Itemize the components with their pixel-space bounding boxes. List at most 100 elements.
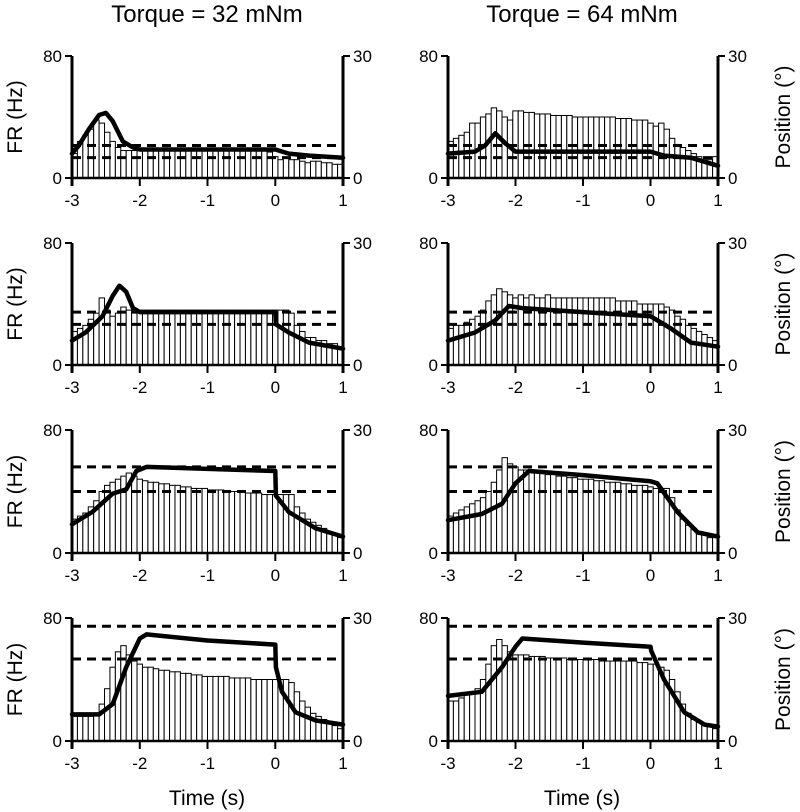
fr-histogram-bar <box>266 679 274 742</box>
fr-histogram-bar <box>217 150 225 179</box>
fr-histogram-bar <box>255 309 263 366</box>
fr-histogram-bar <box>598 116 606 179</box>
fr-histogram-bar <box>120 306 127 366</box>
x-tick-label: 1 <box>338 754 347 773</box>
y-left-tick-label: 80 <box>43 234 62 253</box>
fr-histogram-bar <box>647 486 654 554</box>
x-tick-label: -3 <box>64 191 79 210</box>
fr-histogram-bar <box>631 660 638 742</box>
fr-histogram-bar <box>288 159 295 179</box>
fr-histogram-bar <box>636 662 643 742</box>
fr-histogram-bar <box>501 116 508 179</box>
fr-histogram-bar <box>479 309 487 366</box>
fr-histogram-bar <box>196 309 203 366</box>
fr-histogram-bar <box>228 491 236 554</box>
fr-histogram-bar <box>196 487 203 554</box>
fr-histogram-bar <box>98 122 106 179</box>
fr-histogram-bar <box>636 119 643 179</box>
fr-histogram-bar <box>523 469 530 554</box>
x-tick-label: -3 <box>440 378 455 397</box>
fr-histogram-bar <box>244 492 252 554</box>
fr-histogram-bar <box>571 297 579 366</box>
y-left-tick-label: 0 <box>429 356 438 375</box>
fr-histogram-bar <box>131 660 138 742</box>
fr-histogram-bar <box>185 309 192 366</box>
position-trace <box>445 303 721 349</box>
fr-histogram-bar <box>560 657 568 742</box>
x-tick-label: -2 <box>508 566 523 585</box>
position-trace <box>69 632 346 727</box>
fr-histogram-bar <box>571 477 579 554</box>
fr-histogram-bar <box>152 668 160 742</box>
fr-histogram-bar <box>288 494 295 554</box>
fr-histogram-bar <box>212 309 219 366</box>
fr-histogram-bar <box>223 309 230 366</box>
fr-histogram-bar <box>555 475 562 554</box>
x-tick-label: -1 <box>200 191 215 210</box>
fr-histogram-bar <box>223 150 230 179</box>
fr-histogram-bar <box>469 318 476 366</box>
fr-histogram-bar <box>282 679 290 742</box>
y-left-tick-label: 80 <box>419 47 438 66</box>
fr-histogram-bar <box>169 309 176 366</box>
fr-histogram-bar <box>695 330 703 366</box>
fr-histogram-bar <box>560 114 568 179</box>
x-tick-label: 0 <box>646 191 655 210</box>
fr-histogram-bar <box>587 297 595 366</box>
fr-histogram-bar <box>555 657 562 742</box>
x-tick-label: 1 <box>338 566 347 585</box>
y-left-tick-label: 0 <box>53 732 62 751</box>
fr-histogram-bar <box>331 534 339 554</box>
fr-histogram-bar <box>179 150 187 179</box>
fr-histogram-bar <box>190 150 198 179</box>
y-left-tick-label: 80 <box>419 234 438 253</box>
fr-histogram-bar <box>207 150 214 179</box>
fr-histogram-bar <box>288 312 295 366</box>
fr-histogram-bar <box>458 324 465 366</box>
fr-histogram-bar <box>544 474 552 554</box>
fr-histogram-bar <box>82 715 89 742</box>
fr-histogram-bar <box>641 119 649 179</box>
fr-histogram-bar <box>201 487 209 554</box>
fr-histogram-bar <box>485 663 492 742</box>
fr-histogram-bar <box>620 483 627 554</box>
fr-histogram-bar <box>141 666 149 742</box>
fr-histogram-bar <box>539 472 546 554</box>
x-tick-label: -2 <box>132 566 147 585</box>
fr-histogram-bar <box>234 677 241 742</box>
fr-histogram-bar <box>320 162 328 179</box>
fr-histogram-bar <box>239 677 246 742</box>
fr-histogram-bar <box>544 294 552 366</box>
fr-histogram-bar <box>679 318 687 366</box>
fr-histogram-bar <box>201 150 209 179</box>
fr-histogram-bar <box>136 663 143 742</box>
fr-histogram-bar <box>674 143 681 179</box>
fr-histogram-bar <box>614 300 622 366</box>
fr-histogram-bar <box>147 150 154 179</box>
fr-histogram-bar <box>452 700 460 742</box>
fr-histogram-bar <box>701 534 708 554</box>
fr-histogram-bar <box>250 492 257 554</box>
fr-histogram-bar <box>636 484 643 554</box>
fr-histogram-bar <box>474 688 481 742</box>
fr-histogram-bar <box>685 150 692 179</box>
y-right-tick-label: 30 <box>728 234 747 253</box>
fr-histogram-bar <box>582 116 589 179</box>
fr-histogram-bar <box>190 309 198 366</box>
x-tick-label: 1 <box>338 378 347 397</box>
fr-histogram-bar <box>652 303 660 366</box>
fr-histogram-bar <box>185 150 192 179</box>
x-tick-label: -3 <box>64 566 79 585</box>
y-left-tick-label: 0 <box>53 356 62 375</box>
fr-histogram-bar <box>185 672 192 742</box>
x-tick-label: 1 <box>713 566 722 585</box>
fr-histogram-bar <box>331 725 339 742</box>
fr-histogram-bar <box>593 297 600 366</box>
y-left-tick-label: 80 <box>419 421 438 440</box>
y-right-tick-label: 0 <box>728 732 737 751</box>
fr-histogram-bar <box>174 309 181 366</box>
x-tick-label: 0 <box>646 754 655 773</box>
